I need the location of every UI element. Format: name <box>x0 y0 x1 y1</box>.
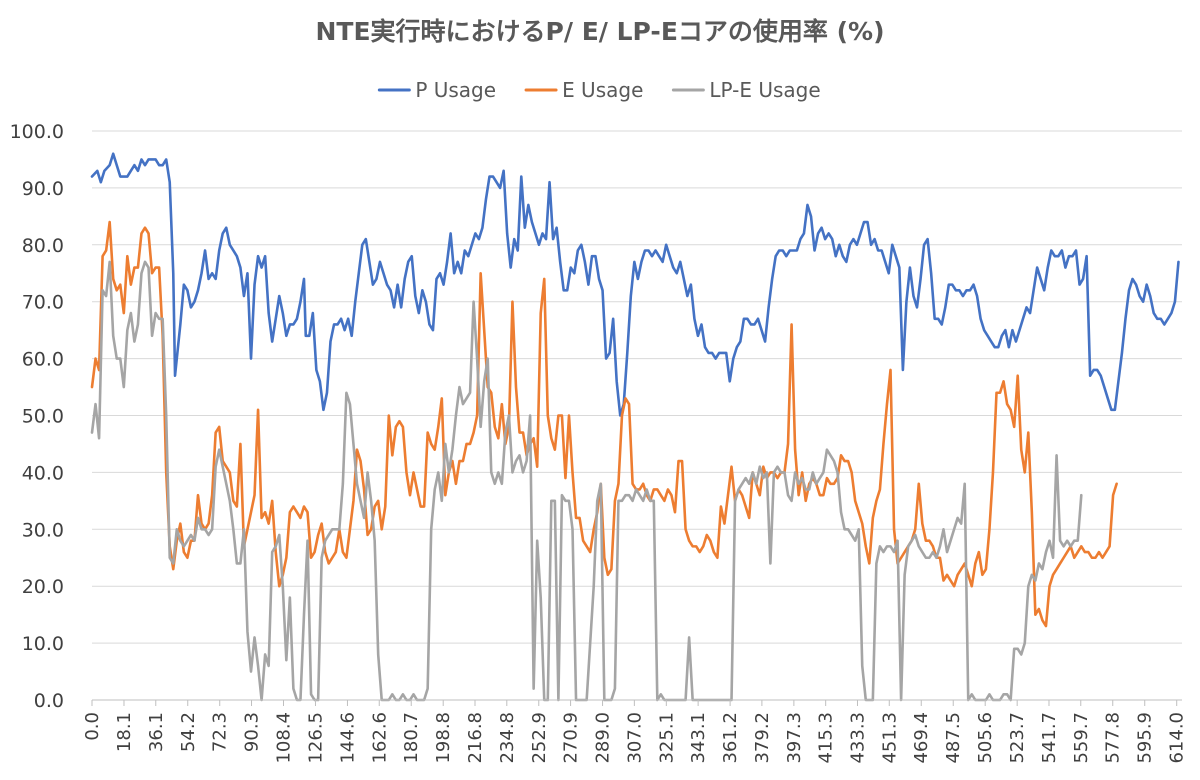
x-tick-label: 0.0 <box>82 712 103 741</box>
legend: P Usage E Usage LP-E Usage <box>377 78 821 102</box>
x-tick-label: 397.3 <box>784 712 805 764</box>
x-tick-label: 216.8 <box>465 712 486 764</box>
y-tick-label: 90.0 <box>22 178 64 200</box>
x-tick-label: 234.8 <box>497 712 518 764</box>
x-tick-label: 162.6 <box>369 712 390 764</box>
grid-layer <box>92 130 1182 701</box>
y-tick-label: 100.0 <box>10 121 64 143</box>
x-tick-label: 72.3 <box>210 712 231 752</box>
x-tick-label: 433.3 <box>847 712 868 764</box>
x-tick-label: 487.5 <box>943 712 964 764</box>
y-tick-label: 50.0 <box>22 406 64 428</box>
x-tick-label: 289.0 <box>593 712 614 764</box>
x-tick-label: 559.7 <box>1071 712 1092 764</box>
x-tick-label: 126.5 <box>305 712 326 764</box>
y-tick-label: 0.0 <box>34 690 64 712</box>
x-tick-label: 325.1 <box>656 712 677 764</box>
legend-label-0: P Usage <box>415 78 496 102</box>
x-tick-label: 451.3 <box>879 712 900 764</box>
x-tick-label: 614.0 <box>1167 712 1188 764</box>
x-tick-label: 198.8 <box>433 712 454 764</box>
series-line-1 <box>90 220 1118 628</box>
x-tick-label: 180.7 <box>401 712 422 764</box>
y-tick-label: 80.0 <box>22 235 64 257</box>
x-tick-label: 343.1 <box>688 712 709 764</box>
x-tick-label: 144.6 <box>337 712 358 764</box>
x-tick-label: 36.1 <box>146 712 167 752</box>
x-tick-label: 18.1 <box>114 712 135 752</box>
x-tick-label: 379.2 <box>752 712 773 764</box>
x-tick-label: 577.8 <box>1103 712 1124 764</box>
x-tick-label: 54.2 <box>178 712 199 752</box>
axis-layer: 0.0 10.0 20.0 30.0 40.0 50.0 60.0 70.0 80.0 90.0 1… <box>10 121 1188 764</box>
y-tick-label: 70.0 <box>22 292 64 314</box>
x-tick-label: 415.3 <box>816 712 837 764</box>
y-tick-label: 60.0 <box>22 349 64 371</box>
x-tick-label: 541.7 <box>1039 712 1060 764</box>
series-line-0 <box>90 152 1180 417</box>
x-tick-label: 108.4 <box>274 712 295 764</box>
x-tick-label: 523.7 <box>1007 712 1028 764</box>
y-tick-label: 40.0 <box>22 462 64 484</box>
x-tick-label: 307.0 <box>624 712 645 764</box>
chart-title: NTE実行時におけるP/ E/ LP-Eコアの使用率 (%) <box>315 17 885 46</box>
x-tick-label: 252.9 <box>529 712 550 764</box>
x-tick-label: 361.2 <box>720 712 741 764</box>
y-tick-label: 30.0 <box>22 519 64 541</box>
y-tick-label: 20.0 <box>22 576 64 598</box>
y-tick-label: 10.0 <box>22 633 64 655</box>
x-tick-label: 469.4 <box>911 712 932 764</box>
x-tick-label: 505.6 <box>975 712 996 764</box>
legend-label-1: E Usage <box>562 78 643 102</box>
series-layer <box>90 152 1180 702</box>
x-tick-label: 270.9 <box>561 712 582 764</box>
x-tick-label: 595.9 <box>1135 712 1156 764</box>
x-tick-label: 90.3 <box>242 712 263 752</box>
legend-label-2: LP-E Usage <box>709 78 820 102</box>
